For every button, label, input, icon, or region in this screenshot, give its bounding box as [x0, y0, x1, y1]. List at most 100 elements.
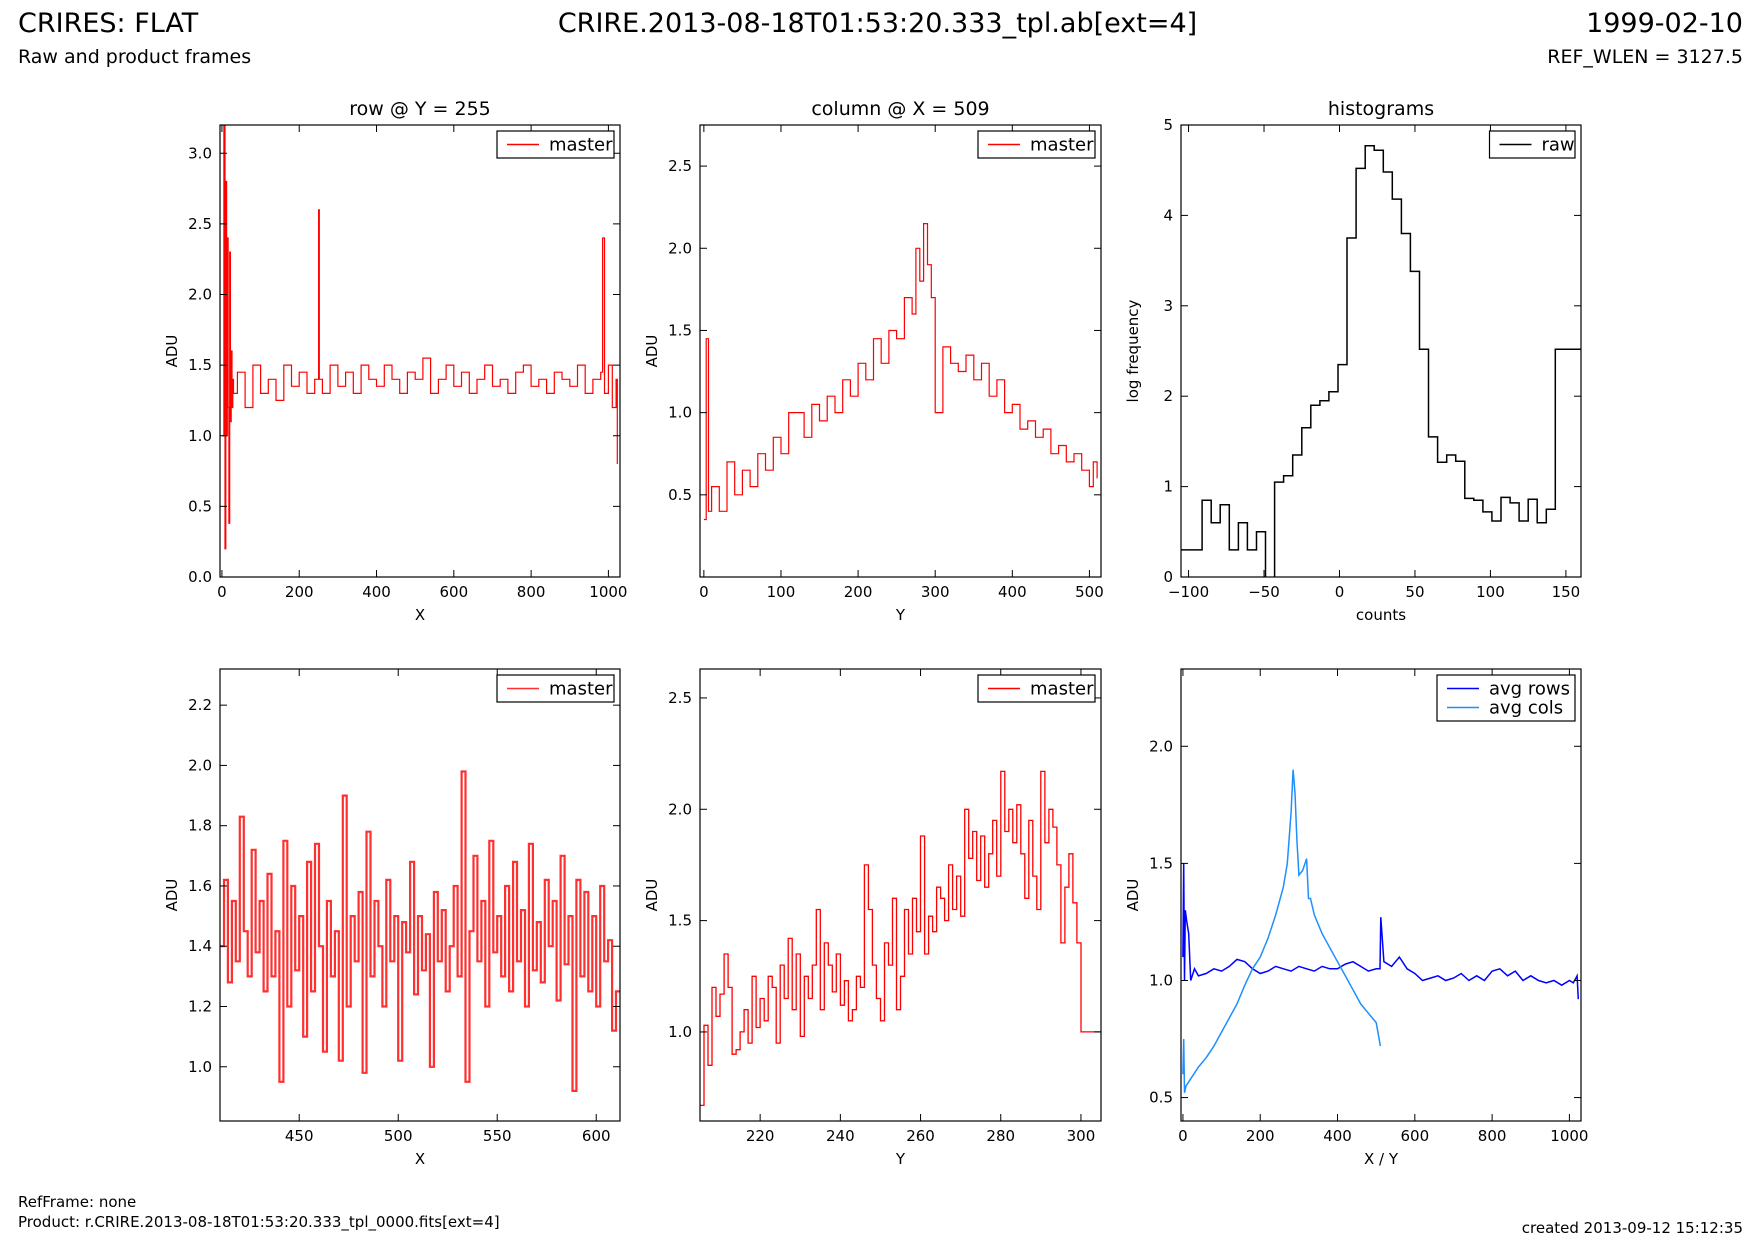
- plot-frame: [699, 124, 1102, 578]
- chart-row-zoom: 450 500 550 600 1.0 1.2 1.4 1.6 1.8 2.0 2.2 X ADU mas…: [163, 668, 621, 1168]
- legend: master: [496, 130, 615, 159]
- legend-label: master: [549, 679, 613, 700]
- x-tick-label: 100: [767, 583, 796, 601]
- x-tick-label: 600: [439, 583, 468, 601]
- y-tick-label: 1.5: [668, 912, 692, 930]
- date-label: 1999-02-10: [1586, 8, 1743, 39]
- created-label: created 2013-09-12 15:12:35: [1521, 1219, 1743, 1237]
- y-tick-label: 1.4: [188, 937, 212, 955]
- y-tick-label: 2.5: [188, 215, 212, 233]
- legend-label: master: [1030, 135, 1094, 156]
- y-tick-label: 1.0: [188, 1058, 212, 1076]
- y-tick-label: 3.0: [188, 144, 212, 162]
- y-tick-label: 2.5: [668, 157, 692, 175]
- chart-title: column @ X = 509: [811, 98, 989, 120]
- plot-frame: [1180, 668, 1582, 1122]
- legend-label: avg rows: [1489, 679, 1570, 700]
- x-tick-label: −100: [1168, 583, 1209, 601]
- x-tick-label: 0: [1178, 1127, 1188, 1145]
- x-tick-label: 50: [1405, 583, 1424, 601]
- y-tick-label: 1.5: [1149, 854, 1173, 872]
- x-tick-label: 200: [285, 583, 314, 601]
- x-tick-label: 100: [1476, 583, 1505, 601]
- y-tick-label: 1.5: [668, 321, 692, 339]
- legend-label: avg cols: [1489, 698, 1563, 719]
- x-axis-label: counts: [1356, 606, 1406, 624]
- legend: master: [496, 674, 615, 703]
- chart-col-full: 0 100 200 300 400 500 0.5 1.0 1.5 2.0 2.5 column @ …: [643, 98, 1104, 624]
- y-axis-label: log frequency: [1124, 299, 1142, 402]
- y-tick-label: 1.8: [188, 817, 212, 835]
- x-tick-label: 220: [746, 1127, 775, 1145]
- product-label: Product: r.CRIRE.2013-08-18T01:53:20.333…: [18, 1213, 500, 1231]
- plot-frame: [699, 668, 1102, 1122]
- series-line-master: [700, 770, 1101, 1107]
- plot-frame: [1180, 124, 1582, 578]
- x-tick-label: 300: [921, 583, 950, 601]
- x-axis-label: X: [415, 606, 425, 624]
- y-tick-label: 2.2: [188, 696, 212, 714]
- x-tick-label: 400: [998, 583, 1027, 601]
- figure-title: CRIRES: FLAT: [18, 8, 199, 39]
- y-tick-label: 1.0: [668, 404, 692, 422]
- y-tick-label: 1.2: [188, 997, 212, 1015]
- y-tick-label: 2.0: [188, 286, 212, 304]
- x-axis-label: Y: [895, 606, 906, 624]
- y-tick-label: 3: [1163, 297, 1173, 315]
- x-tick-label: 1000: [589, 583, 627, 601]
- x-tick-label: 800: [1478, 1127, 1507, 1145]
- y-tick-label: 0.5: [1149, 1089, 1173, 1107]
- y-tick-label: 2.0: [668, 239, 692, 257]
- y-tick-label: 4: [1163, 206, 1173, 224]
- x-axis-label: X: [415, 1150, 425, 1168]
- y-tick-label: 1.6: [188, 877, 212, 895]
- y-tick-label: 2.5: [668, 689, 692, 707]
- series-line-master: [703, 223, 1098, 521]
- y-axis-label: ADU: [643, 879, 661, 912]
- y-tick-label: 1.0: [668, 1023, 692, 1041]
- y-tick-label: 1.5: [188, 356, 212, 374]
- y-tick-label: 2.0: [668, 800, 692, 818]
- legend: raw: [1488, 130, 1576, 159]
- x-tick-label: 200: [1246, 1127, 1275, 1145]
- x-tick-label: −50: [1248, 583, 1280, 601]
- y-tick-label: 1.0: [188, 427, 212, 445]
- x-tick-label: 450: [285, 1127, 314, 1145]
- y-axis-label: ADU: [163, 335, 181, 368]
- legend-label: master: [549, 135, 613, 156]
- figure-subtitle: Raw and product frames: [18, 46, 252, 68]
- y-tick-label: 1.0: [1149, 971, 1173, 989]
- x-tick-label: 800: [517, 583, 546, 601]
- x-tick-label: 0: [1335, 583, 1345, 601]
- x-tick-label: 300: [1067, 1127, 1096, 1145]
- y-tick-label: 5: [1163, 116, 1173, 134]
- x-tick-label: 150: [1552, 583, 1581, 601]
- x-tick-label: 400: [362, 583, 391, 601]
- legend: master: [977, 130, 1096, 159]
- y-tick-label: 2: [1163, 387, 1173, 405]
- file-title: CRIRE.2013-08-18T01:53:20.333_tpl.ab[ext…: [557, 8, 1198, 39]
- ref-wlen-label: REF_WLEN = 3127.5: [1547, 46, 1743, 68]
- x-tick-label: 280: [986, 1127, 1015, 1145]
- x-tick-label: 500: [1075, 583, 1104, 601]
- series-line-raw: [1181, 145, 1581, 577]
- y-axis-label: ADU: [1124, 879, 1142, 912]
- y-tick-label: 1: [1163, 478, 1173, 496]
- x-axis-label: Y: [895, 1150, 906, 1168]
- x-tick-label: 600: [582, 1127, 611, 1145]
- x-tick-label: 260: [906, 1127, 935, 1145]
- x-tick-label: 0: [217, 583, 227, 601]
- chart-averages: 0 200 400 600 800 1000 0.5 1.0 1.5 2.0 X / Y ADU avg…: [1124, 668, 1588, 1168]
- x-tick-label: 550: [483, 1127, 512, 1145]
- y-tick-label: 0.0: [188, 568, 212, 586]
- series-line-avg-cols: [1182, 769, 1382, 1094]
- series-line-avg-rows: [1182, 863, 1580, 1000]
- legend-box: [1436, 674, 1576, 722]
- x-tick-label: 200: [844, 583, 873, 601]
- x-tick-label: 600: [1400, 1127, 1429, 1145]
- x-tick-label: 0: [699, 583, 709, 601]
- x-tick-label: 400: [1323, 1127, 1352, 1145]
- y-axis-label: ADU: [643, 335, 661, 368]
- y-tick-label: 0.5: [188, 497, 212, 515]
